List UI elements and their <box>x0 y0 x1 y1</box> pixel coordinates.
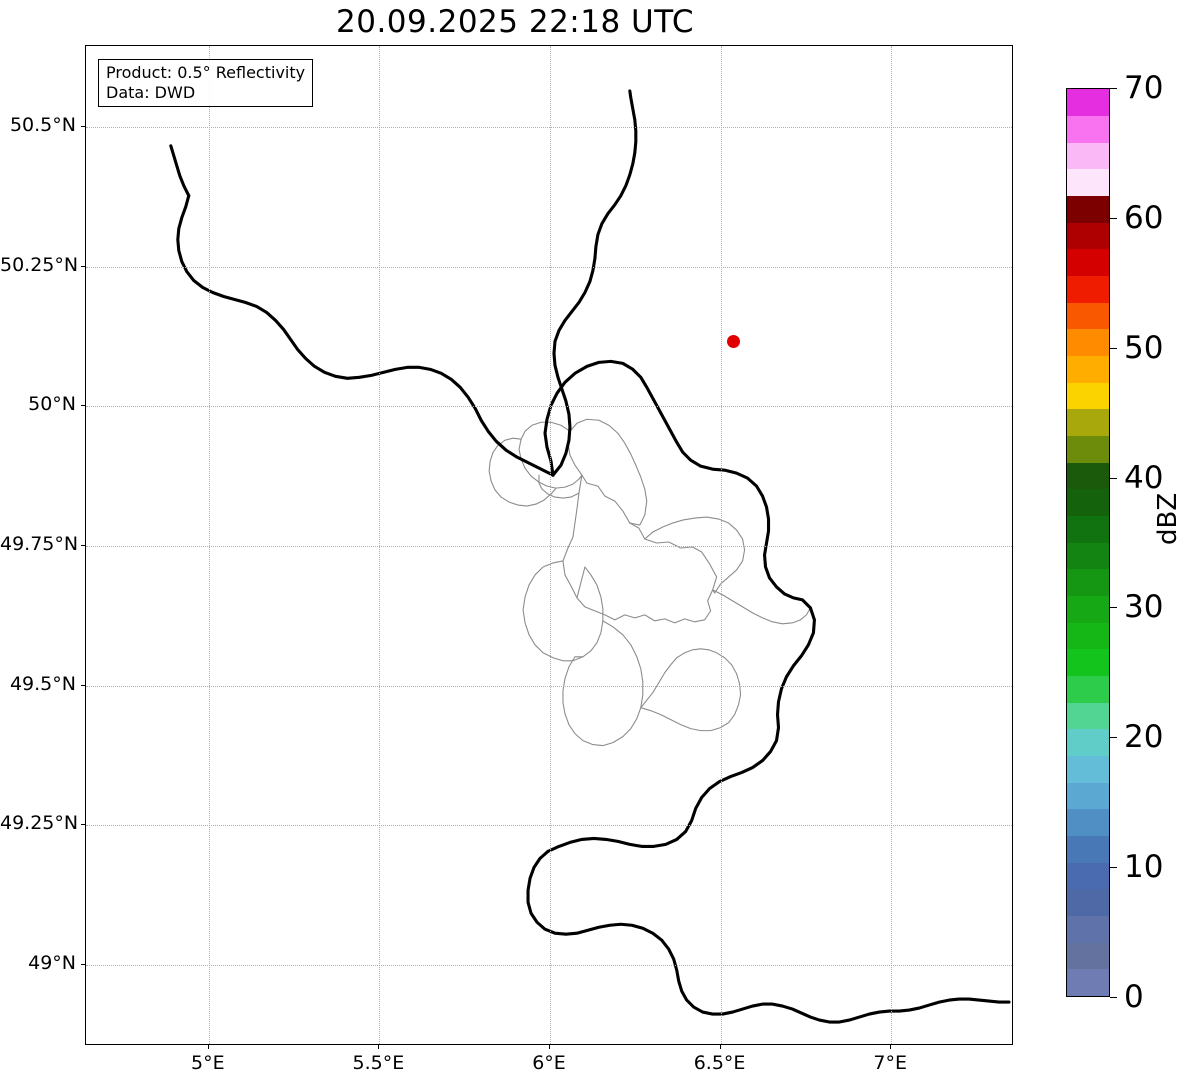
colorbar-cell <box>1067 302 1109 330</box>
colorbar-cell <box>1067 169 1109 196</box>
colorbar-cell <box>1067 569 1109 596</box>
y-tick-label: 50°N <box>28 393 76 416</box>
y-tick-mark <box>81 265 85 267</box>
y-tick-mark <box>81 545 85 546</box>
colorbar-cell <box>1067 489 1109 516</box>
radar-reflectivity-layer <box>86 46 1012 1044</box>
y-tick-mark <box>81 684 85 686</box>
colorbar-axis-label: dBZ <box>1153 492 1183 545</box>
x-tick-mark <box>719 1045 721 1049</box>
map-plot-area[interactable]: Product: 0.5° Reflectivity Data: DWD <box>85 45 1013 1045</box>
colorbar-cell <box>1067 222 1109 250</box>
colorbar-cell <box>1067 969 1109 996</box>
colorbar-cell <box>1067 542 1109 570</box>
colorbar-cell <box>1067 889 1109 916</box>
colorbar-tick-mark <box>1110 217 1117 219</box>
colorbar-cell <box>1067 382 1109 410</box>
colorbar-cell <box>1067 195 1109 223</box>
colorbar-cell <box>1067 835 1109 863</box>
colorbar-cell <box>1067 915 1109 943</box>
y-tick-mark <box>81 963 85 965</box>
radar-site-marker[interactable] <box>726 334 740 348</box>
x-tick-label: 6°E <box>532 1052 566 1074</box>
colorbar-tick-label: 30 <box>1124 589 1164 626</box>
colorbar-cell <box>1067 355 1109 383</box>
colorbar-tick-label: 60 <box>1124 199 1164 236</box>
x-tick-label: 7°E <box>873 1052 907 1074</box>
info-product-line: Product: 0.5° Reflectivity <box>106 63 306 82</box>
colorbar-cell <box>1067 515 1109 543</box>
colorbar-cell <box>1067 942 1109 970</box>
colorbar-cell <box>1067 702 1109 730</box>
colorbar-cell <box>1067 89 1109 116</box>
colorbar-tick-mark <box>1110 477 1117 479</box>
colorbar-tick-label: 0 <box>1124 979 1144 1015</box>
colorbar-tick-mark <box>1110 867 1117 869</box>
colorbar-cell <box>1067 409 1109 436</box>
colorbar-tick-mark <box>1110 737 1117 739</box>
colorbar-cell <box>1067 329 1109 356</box>
colorbar-cell <box>1067 755 1109 783</box>
x-tick-label: 6.5°E <box>693 1052 746 1074</box>
political-borders-layer <box>169 89 1011 1024</box>
colorbar-tick-label: 10 <box>1124 849 1164 886</box>
info-data-line: Data: DWD <box>106 82 196 102</box>
colorbar-tick-mark <box>1110 997 1117 998</box>
colorbar-tick-mark <box>1110 88 1117 89</box>
y-tick-label: 49.5°N <box>9 672 76 695</box>
colorbar-cell <box>1067 142 1109 170</box>
colorbar-cell <box>1067 115 1109 143</box>
x-tick-mark <box>890 1045 892 1049</box>
x-tick-mark <box>549 1045 550 1049</box>
y-tick-label: 50.25°N <box>0 253 79 276</box>
colorbar-cell <box>1067 649 1109 676</box>
x-tick-label: 5°E <box>191 1052 225 1074</box>
colorbar-cell <box>1067 435 1109 463</box>
colorbar-cell <box>1067 862 1109 890</box>
colorbar-cell <box>1067 249 1109 276</box>
y-tick-label: 49.75°N <box>0 533 79 555</box>
colorbar-cell <box>1067 809 1109 836</box>
country-borders <box>169 89 1011 1024</box>
colorbar-cell <box>1067 675 1109 703</box>
page-title: 20.09.2025 22:18 UTC <box>336 4 694 40</box>
x-tick-mark <box>207 1045 209 1049</box>
colorbar-cell <box>1067 595 1109 623</box>
colorbar-cell <box>1067 729 1109 756</box>
info-box: Product: 0.5° Reflectivity Data: DWD <box>98 59 314 108</box>
y-tick-label: 50.5°N <box>9 114 76 136</box>
x-tick-mark <box>378 1045 380 1049</box>
y-tick-label: 49°N <box>28 951 76 974</box>
x-tick-label: 5.5°E <box>352 1052 405 1074</box>
reflectivity-colorbar[interactable] <box>1066 88 1110 997</box>
colorbar-tick-label: 40 <box>1124 459 1164 496</box>
colorbar-tick-label: 50 <box>1124 329 1164 366</box>
colorbar-tick-mark <box>1110 347 1117 349</box>
colorbar-cell <box>1067 622 1109 650</box>
colorbar-tick-mark <box>1110 607 1117 609</box>
y-tick-mark <box>81 126 85 127</box>
colorbar-cell <box>1067 462 1109 490</box>
colorbar-cell <box>1067 782 1109 810</box>
y-tick-label: 49.25°N <box>0 812 79 835</box>
y-tick-mark <box>81 824 85 826</box>
colorbar-tick-label: 20 <box>1124 719 1164 756</box>
colorbar-tick-label: 70 <box>1124 70 1164 106</box>
colorbar-cell <box>1067 275 1109 303</box>
y-tick-mark <box>81 405 85 407</box>
